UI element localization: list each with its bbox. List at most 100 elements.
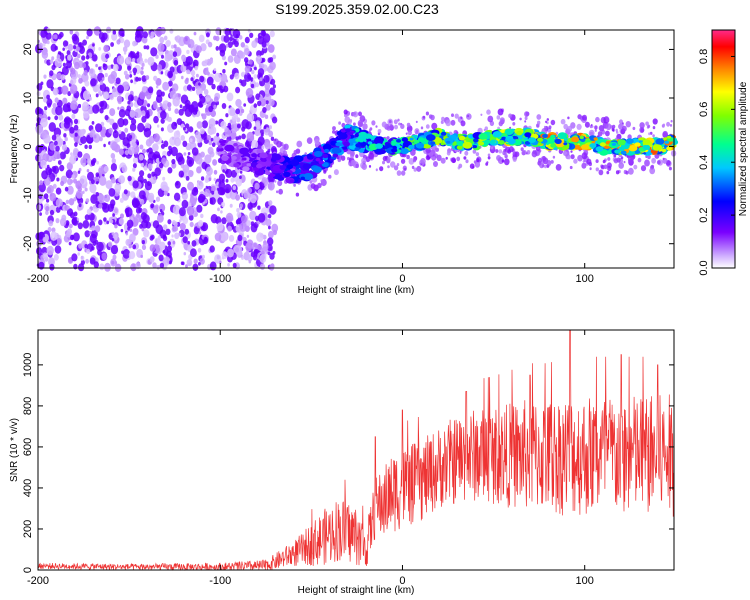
y-tick-label: 400 xyxy=(22,479,34,497)
spectrogram-point xyxy=(172,96,180,107)
spectrogram-point xyxy=(652,134,655,138)
spectrogram-point xyxy=(203,236,208,242)
spectrogram-point xyxy=(475,152,480,157)
spectrogram-point xyxy=(91,225,96,231)
spectrogram-point xyxy=(155,224,164,235)
spectrogram-point xyxy=(130,191,136,198)
spectrogram-point xyxy=(403,167,407,171)
spectrogram-point xyxy=(84,187,88,192)
spectrogram-point xyxy=(169,90,177,100)
spectrogram-point xyxy=(125,207,133,217)
spectrogram-point xyxy=(388,120,392,124)
spectrogram-point xyxy=(67,54,72,61)
y-tick-label: 0 xyxy=(22,567,34,573)
spectrogram-point xyxy=(375,125,378,128)
spectrogram-point xyxy=(68,198,75,206)
spectrogram-point xyxy=(550,160,554,164)
spectrogram-point xyxy=(221,55,226,61)
spectrogram-point xyxy=(231,169,237,178)
spectrogram-point xyxy=(46,245,54,256)
spectrogram-point xyxy=(52,102,57,109)
spectrogram-point xyxy=(375,143,383,149)
x-tick-label: -200 xyxy=(27,273,49,285)
spectrogram-point xyxy=(524,116,528,121)
spectrogram-point xyxy=(441,116,445,122)
spectrogram-point xyxy=(340,128,347,133)
spectrogram-point xyxy=(215,216,222,225)
spectrogram-point xyxy=(409,137,414,141)
spectrogram-point xyxy=(430,141,436,145)
spectrogram-point xyxy=(145,138,152,147)
spectrogram-point xyxy=(605,130,610,137)
spectrogram-point xyxy=(165,228,171,235)
spectrogram-point xyxy=(267,237,274,246)
spectrogram-point xyxy=(581,152,588,160)
spectrogram-point xyxy=(255,38,259,43)
spectrogram-point xyxy=(196,121,203,129)
spectrogram-point xyxy=(71,253,78,262)
spectrogram-point xyxy=(390,161,396,168)
spectrogram-point xyxy=(51,134,57,141)
spectrogram-point xyxy=(89,183,97,194)
spectrogram-point xyxy=(223,85,229,93)
spectrogram-point xyxy=(173,192,181,201)
spectrogram-point xyxy=(157,214,164,223)
spectrogram-point xyxy=(75,189,83,199)
spectrogram-point xyxy=(225,178,229,183)
spectrogram-point xyxy=(241,108,245,114)
spectrogram-point xyxy=(186,69,190,75)
spectrogram-point xyxy=(240,42,245,48)
spectrogram-point xyxy=(158,157,163,162)
spectrogram-point xyxy=(172,51,178,58)
spectrogram-point xyxy=(634,142,641,147)
spectrogram-point xyxy=(425,154,431,161)
spectrogram-point xyxy=(251,139,259,149)
spectrogram-point xyxy=(361,163,367,170)
spectrogram-point xyxy=(257,182,265,191)
spectrogram-point xyxy=(175,152,184,163)
spectrogram-point xyxy=(261,41,267,48)
spectrogram-point xyxy=(123,51,127,55)
spectrogram-point xyxy=(332,126,336,131)
spectrogram-point xyxy=(647,154,651,160)
spectrogram-point xyxy=(181,192,188,201)
spectrogram-point xyxy=(244,65,251,74)
spectrogram-point xyxy=(213,104,217,110)
spectrogram-point xyxy=(103,44,110,53)
spectrogram-point xyxy=(577,154,583,162)
spectrogram-point xyxy=(150,204,154,209)
spectrogram-point xyxy=(595,116,600,123)
spectrogram-point xyxy=(204,154,212,164)
spectrogram-point xyxy=(598,125,604,132)
spectrogram-point xyxy=(516,131,523,136)
spectrogram-point xyxy=(235,98,242,108)
y-tick-label: 10 xyxy=(22,92,34,104)
spectrogram-point xyxy=(652,126,656,130)
spectrogram-point xyxy=(136,213,140,218)
spectrogram-point xyxy=(195,87,203,96)
spectrogram-point xyxy=(139,170,145,177)
spectrogram-point xyxy=(379,166,384,172)
spectrogram-point xyxy=(216,187,220,191)
spectrogram-point xyxy=(90,78,97,87)
spectrogram-y-ticks: -20 -10 0 10 20 xyxy=(22,43,674,252)
x-tick-label: 100 xyxy=(576,273,594,285)
spectrogram-point xyxy=(50,43,57,52)
spectrogram-point xyxy=(405,132,408,135)
spectrogram-point xyxy=(335,142,342,147)
spectrogram-point xyxy=(41,50,49,60)
spectrogram-point xyxy=(249,210,257,221)
spectrogram-point xyxy=(54,57,62,68)
spectrogram-point xyxy=(211,83,216,90)
spectrogram-point xyxy=(95,93,99,98)
spectrogram-point xyxy=(222,69,226,74)
spectrogram-point xyxy=(42,252,48,260)
spectrogram-point xyxy=(393,119,398,125)
spectrogram-point xyxy=(216,181,219,185)
spectrogram-point xyxy=(259,152,268,159)
spectrogram-point xyxy=(49,142,56,151)
spectrogram-point xyxy=(597,131,603,137)
spectrogram-point xyxy=(504,128,514,135)
spectrogram-point xyxy=(244,57,249,63)
spectrogram-point xyxy=(234,40,239,48)
